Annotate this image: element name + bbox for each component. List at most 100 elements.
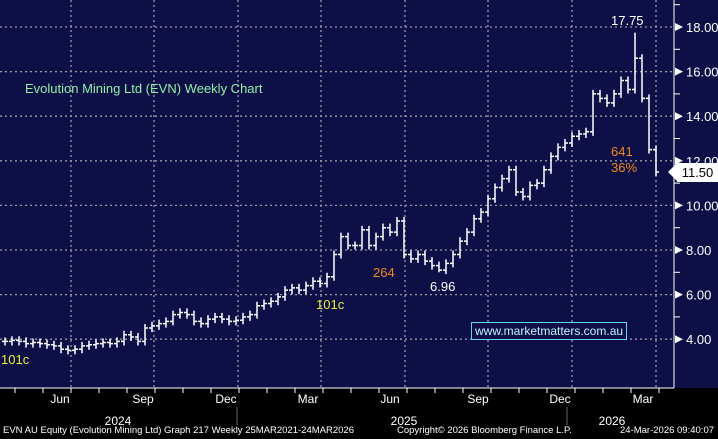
price-bar	[590, 89, 596, 136]
y-tick-label: 8.00	[686, 243, 711, 258]
annotation-101c-start: 101c	[1, 352, 30, 367]
y-tick-marker	[675, 156, 683, 165]
price-bar	[128, 330, 134, 341]
price-bar	[275, 292, 281, 306]
price-bar	[380, 223, 386, 241]
price-bar	[261, 299, 267, 310]
price-bar	[611, 89, 617, 107]
price-bar	[548, 152, 554, 174]
price-bar	[513, 165, 519, 197]
footer-security-info: EVN AU Equity (Evolution Mining Ltd) Gra…	[3, 425, 354, 436]
y-tick-marker	[675, 23, 683, 31]
price-bar	[429, 257, 435, 270]
footer-timestamp: 24-Mar-2026 09:40:07	[620, 425, 715, 436]
y-tick-label: 4.00	[686, 332, 711, 347]
x-tick-label: Mar	[632, 392, 654, 406]
price-bar	[338, 232, 344, 259]
price-bar	[107, 338, 113, 348]
price-bar	[219, 312, 225, 324]
price-bar	[597, 89, 603, 103]
price-bar	[121, 330, 127, 346]
price-bar	[555, 143, 561, 161]
price-bar	[58, 341, 64, 354]
year-label: 2026	[598, 414, 626, 428]
price-bar	[163, 317, 169, 328]
price-bar	[23, 337, 29, 348]
price-bar	[345, 232, 351, 250]
price-bar	[443, 259, 449, 275]
price-bar	[282, 286, 288, 301]
price-bar	[436, 261, 442, 273]
price-bar	[226, 315, 232, 326]
y-tick-marker	[675, 67, 683, 76]
y-tick-marker	[675, 335, 683, 344]
annotation-drop-pct: 36%	[611, 160, 638, 175]
y-tick-marker	[675, 290, 683, 299]
price-bar	[632, 32, 638, 94]
price-bar	[2, 337, 8, 346]
x-tick-label: Sep	[467, 392, 489, 406]
annotation-low-6-96: 6.96	[430, 279, 456, 294]
price-bar	[520, 188, 526, 201]
price-bar	[86, 340, 92, 350]
price-bar	[142, 324, 148, 346]
price-bar	[9, 336, 15, 346]
price-bar	[464, 228, 470, 246]
price-bar	[65, 345, 71, 355]
price-bar	[310, 277, 316, 290]
price-bar	[499, 174, 505, 192]
y-tick-label: 18.00	[686, 20, 718, 35]
y-tick-label: 6.00	[686, 288, 711, 303]
price-bar	[604, 94, 610, 107]
price-bar	[625, 76, 631, 94]
watermark-link: www.marketmatters.com.au	[471, 322, 628, 340]
annotation-264: 264	[373, 265, 395, 280]
price-bar	[478, 208, 484, 223]
y-tick-marker	[675, 201, 683, 210]
price-bar	[331, 250, 337, 281]
price-bar	[135, 332, 141, 346]
footer-copyright: Copyright© 2026 Bloomberg Finance L.P.	[397, 425, 572, 436]
price-bar	[324, 272, 330, 288]
x-tick-label: Sep	[132, 392, 154, 406]
price-bar	[317, 277, 323, 288]
price-bar	[296, 283, 302, 295]
year-label: 2024	[104, 414, 132, 428]
price-bar	[254, 301, 260, 319]
price-bar	[100, 338, 106, 348]
price-bar	[422, 250, 428, 266]
price-bar	[156, 319, 162, 330]
price-bar	[303, 281, 309, 295]
y-tick-marker	[675, 112, 683, 121]
year-label: 2025	[390, 414, 418, 428]
price-bar	[394, 216, 400, 237]
x-tick-label: Jun	[50, 392, 70, 406]
price-bar	[93, 339, 99, 349]
price-bar	[450, 250, 456, 268]
price-bar	[527, 181, 533, 201]
price-bar	[16, 336, 22, 346]
price-bar	[233, 316, 239, 326]
price-bar	[618, 76, 624, 98]
price-bar	[268, 297, 274, 308]
x-tick-label: Mar	[297, 392, 319, 406]
last-price-tag: 11.50	[677, 163, 718, 182]
price-bar	[562, 138, 568, 152]
price-bar	[506, 165, 512, 183]
price-bar	[583, 127, 589, 139]
price-bar	[415, 250, 421, 263]
x-tick-label: Jun	[380, 392, 400, 406]
price-bar	[569, 132, 575, 147]
price-bar	[149, 321, 155, 333]
price-bar	[72, 345, 78, 355]
price-bar	[191, 310, 197, 326]
price-bar	[51, 340, 57, 350]
price-bar	[485, 194, 491, 217]
price-bar	[289, 283, 295, 295]
price-bar	[471, 214, 477, 237]
price-bar	[366, 225, 372, 250]
price-bar	[79, 341, 85, 354]
y-tick-label: 10.00	[686, 198, 718, 213]
price-bar	[30, 338, 36, 348]
